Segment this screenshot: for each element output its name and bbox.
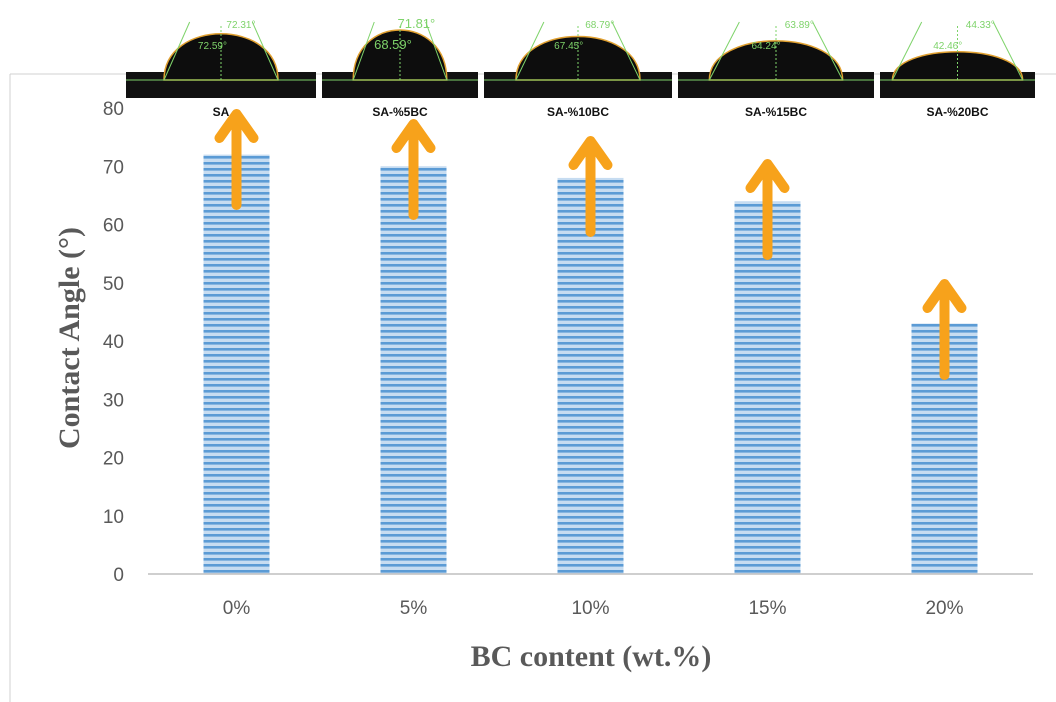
tangent-line [515, 21, 545, 81]
arrow-head [214, 109, 259, 143]
tangent-line [812, 21, 844, 81]
y-tick-label: 50 [103, 274, 124, 295]
x-tick-label: 10% [571, 598, 609, 619]
tangent-line [163, 21, 191, 81]
angle-label: 44.33° [966, 20, 995, 31]
y-axis-title: Contact Angle (°) [53, 227, 86, 449]
bar [734, 201, 801, 574]
bar [557, 177, 624, 574]
sample-label: SA-%20BC [926, 105, 988, 119]
sample-label: SA [213, 105, 230, 119]
bars [203, 154, 978, 574]
droplet-inset: 68.79°67.45° SA-%10BC [484, 16, 672, 119]
arrow [745, 159, 790, 260]
sample-label: SA-%5BC [372, 105, 428, 119]
bar [380, 166, 447, 574]
y-tick-label: 60 [103, 216, 124, 237]
droplet-inset: 44.33° 42.46° SA-%20BC [880, 16, 1035, 119]
y-tick-label: 80 [103, 99, 124, 120]
sample-label: SA-%10BC [547, 105, 609, 119]
y-axis-ticks: 0 10 20 30 40 50 60 70 80 [103, 99, 124, 586]
tangent-line [992, 21, 1024, 81]
droplet-shape [708, 40, 844, 81]
arrow-head [922, 279, 967, 313]
sample-label: SA-%15BC [745, 105, 807, 119]
bar [203, 154, 270, 574]
droplet-shape [163, 33, 279, 81]
y-tick-label: 20 [103, 449, 124, 470]
arrow [568, 136, 613, 237]
y-tick-label: 0 [113, 565, 124, 586]
angle-label: 42.46° [933, 41, 962, 52]
angle-label: 67.45° [554, 41, 583, 52]
arrow-head [568, 136, 613, 170]
angle-label: 63.89° [785, 20, 814, 31]
x-tick-label: 15% [748, 598, 786, 619]
arrow [391, 119, 436, 220]
arrows [214, 109, 967, 380]
arrow-head [745, 159, 790, 193]
y-tick-label: 70 [103, 157, 124, 178]
droplet-inset: 72.31° 72.59° SA [126, 16, 316, 119]
tangent-line [708, 21, 740, 81]
arrow-head [391, 119, 436, 153]
angle-label: 72.59° [198, 41, 227, 52]
y-tick-label: 10 [103, 507, 124, 528]
y-tick-label: 40 [103, 332, 124, 353]
x-tick-label: 20% [925, 598, 963, 619]
tangent-line [891, 21, 923, 81]
droplet-inset: 71.81° 68.59° SA-%5BC [322, 16, 478, 119]
angle-label: 68.79° [585, 20, 614, 31]
tangent-line [352, 21, 375, 81]
y-tick-label: 30 [103, 390, 124, 411]
arrow [214, 109, 259, 210]
tangent-line [251, 21, 279, 81]
droplet-insets: 72.31°72.59°SA71.81°68.59°SA-%5BC68.79°6… [126, 16, 1035, 119]
x-axis-ticks: 0% 5% 10% 15% 20% [223, 598, 964, 619]
angle-label: 64.24° [751, 41, 780, 52]
tangent-line [425, 21, 448, 81]
angle-label: 68.59° [374, 37, 412, 52]
droplet-inset: 63.89° 64.24° SA-%15BC [678, 16, 874, 119]
x-tick-label: 5% [400, 598, 428, 619]
x-axis-title: BC content (wt.%) [471, 640, 712, 673]
angle-label: 72.31° [226, 20, 255, 31]
tangent-line [611, 21, 641, 81]
arrow [922, 279, 967, 380]
angle-label: 71.81° [398, 16, 436, 31]
x-tick-label: 0% [223, 598, 251, 619]
